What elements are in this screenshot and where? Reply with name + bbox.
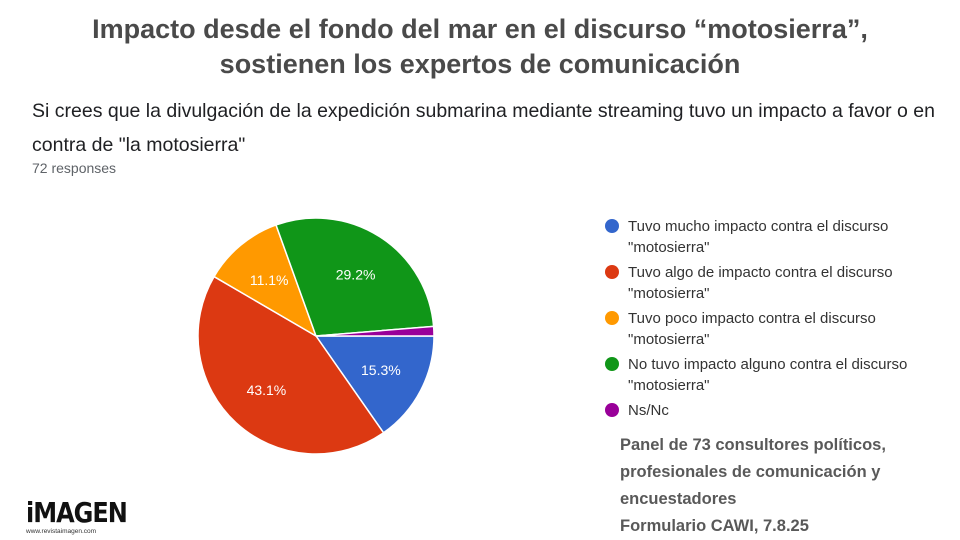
legend-item-2: Tuvo algo de impacto contra el discurso … xyxy=(605,262,935,304)
panel-line-2: profesionales de comunicación y xyxy=(620,463,881,481)
logo-wordmark: iMAGEN xyxy=(26,496,128,530)
logo-url: www.revistaimagen.com xyxy=(26,528,97,535)
legend-swatch-3 xyxy=(605,311,619,325)
pie-slice-1 xyxy=(314,335,435,434)
panel-line-4: Formulario CAWI, 7.8.25 xyxy=(620,517,809,535)
legend-swatch-2 xyxy=(605,265,619,279)
legend-item-1: Tuvo mucho impacto contra el discurso "m… xyxy=(605,216,935,258)
legend-label-1: Tuvo mucho impacto contra el discurso "m… xyxy=(628,218,889,256)
survey-question: Si crees que la divulgación de la expedi… xyxy=(32,100,935,156)
pie-slice-label-1: 15.3% xyxy=(361,362,401,378)
legend-item-3: Tuvo poco impacto contra el discurso "mo… xyxy=(605,308,935,350)
legend-label-3: Tuvo poco impacto contra el discurso "mo… xyxy=(628,310,876,348)
legend-swatch-4 xyxy=(605,357,619,371)
legend-swatch-5 xyxy=(605,403,619,417)
legend: Tuvo mucho impacto contra el discurso "m… xyxy=(605,216,935,425)
legend-label-5: Ns/Nc xyxy=(628,402,669,419)
legend-swatch-1 xyxy=(605,219,619,233)
pie-slice-label-4: 29.2% xyxy=(336,266,376,282)
pie-slice-3 xyxy=(213,224,318,338)
pie-slice-4 xyxy=(275,217,435,337)
headline-line-1: Impacto desde el fondo del mar en el dis… xyxy=(92,14,868,44)
panel-line-3: encuestadores xyxy=(620,490,737,508)
panel-line-1: Panel de 73 consultores políticos, xyxy=(620,436,886,454)
response-count: 72 responses xyxy=(32,160,117,176)
pie-slice-5 xyxy=(315,325,435,337)
panel-note: Panel de 73 consultores políticos, profe… xyxy=(620,432,940,540)
legend-item-4: No tuvo impacto alguno contra el discurs… xyxy=(605,354,935,396)
pie-slice-2 xyxy=(197,275,385,455)
imagen-logo: iMAGEN www.revistaimagen.com xyxy=(26,496,128,535)
pie-slice-label-3: 11.1% xyxy=(250,272,289,288)
headline-line-2: sostienen los expertos de comunicación xyxy=(219,49,741,79)
legend-label-2: Tuvo algo de impacto contra el discurso … xyxy=(628,264,893,302)
legend-item-5: Ns/Nc xyxy=(605,400,935,421)
headline: Impacto desde el fondo del mar en el dis… xyxy=(0,12,960,82)
legend-label-4: No tuvo impacto alguno contra el discurs… xyxy=(628,356,908,394)
pie-slice-label-2: 43.1% xyxy=(247,382,287,398)
